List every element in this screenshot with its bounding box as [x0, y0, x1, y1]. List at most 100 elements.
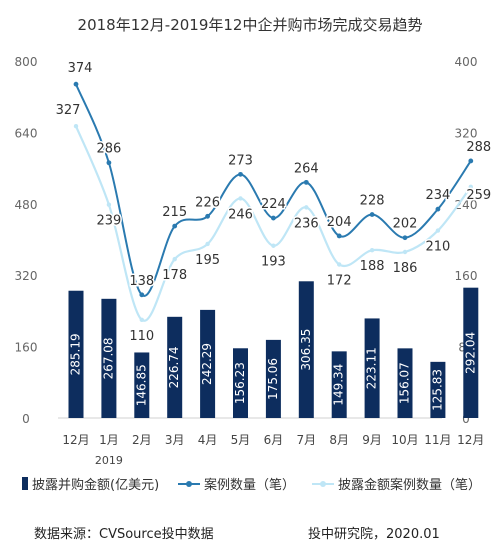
bar-value-label: 285.19 — [69, 333, 83, 375]
point-disclosed-cases — [238, 196, 243, 201]
label-disclosed-cases: 186 — [393, 261, 418, 276]
bar-value-label: 223.11 — [365, 347, 379, 389]
x-axis-tick: 1月 — [99, 433, 119, 447]
x-axis-year-label: 2019 — [95, 454, 123, 467]
bar — [101, 298, 117, 418]
bar — [200, 309, 216, 418]
x-axis-tick: 4月 — [198, 433, 218, 447]
point-disclosed-cases — [337, 262, 342, 267]
left-axis-tick: 480 — [15, 198, 38, 212]
point-disclosed-cases — [73, 123, 79, 129]
bar — [397, 348, 413, 418]
point-disclosed-cases — [468, 184, 473, 190]
legend-label-cases: 案例数量（笔） — [204, 478, 296, 493]
point-cases — [205, 213, 211, 219]
point-cases — [271, 215, 276, 221]
bar-value-label: 156.07 — [398, 362, 412, 404]
legend-swatch-bar — [22, 477, 28, 490]
left-axis-tick: 320 — [15, 269, 38, 283]
bar — [167, 316, 183, 418]
line-series — [73, 81, 474, 323]
bar-value-label: 146.85 — [134, 364, 148, 406]
label-cases: 138 — [129, 274, 154, 289]
label-cases: 273 — [228, 153, 253, 168]
line-disclosed-cases — [74, 125, 472, 322]
legend-item-cases: 案例数量（笔） — [178, 474, 295, 493]
x-axis-tick: 7月 — [296, 433, 316, 447]
bar — [68, 290, 84, 418]
bar — [463, 287, 479, 418]
x-axis-tick: 2月 — [132, 433, 152, 447]
point-disclosed-cases — [139, 317, 144, 323]
right-axis-tick: 160 — [455, 269, 478, 283]
point-disclosed-cases — [271, 243, 276, 248]
point-disclosed-cases — [402, 249, 408, 255]
x-axis-tick: 10月 — [391, 433, 418, 447]
label-disclosed-cases: 172 — [327, 273, 352, 288]
point-cases — [402, 235, 408, 241]
legend-label-disclosed-cases: 披露金额案例数量（笔） — [338, 478, 482, 493]
bar — [233, 348, 248, 418]
right-axis-tick: 0 — [462, 412, 470, 426]
point-disclosed-cases — [369, 248, 375, 253]
label-disclosed-cases: 188 — [360, 259, 385, 274]
legend-item-disclosed-cases: 披露金额案例数量（笔） — [312, 474, 481, 493]
bar — [331, 351, 347, 418]
label-disclosed-cases: 259 — [466, 188, 491, 203]
label-cases: 264 — [294, 161, 319, 176]
point-cases — [238, 171, 243, 177]
bar-value-label: 175.06 — [266, 358, 280, 400]
bar-value-label: 242.29 — [200, 343, 214, 385]
legend-swatch-cases — [178, 480, 200, 487]
right-axis-tick: 400 — [455, 55, 478, 69]
bar-series — [68, 281, 479, 418]
label-cases: 228 — [360, 194, 385, 209]
label-disclosed-cases: 195 — [195, 253, 220, 268]
label-cases: 234 — [425, 188, 450, 203]
x-axis-tick: 12月 — [62, 433, 89, 447]
label-cases: 215 — [162, 205, 187, 220]
chart-legend: 披露并购金额(亿美元) 案例数量（笔） 披露金额案例数量（笔） — [22, 474, 492, 494]
label-cases: 202 — [393, 217, 418, 232]
label-disclosed-cases: 178 — [162, 268, 187, 283]
label-disclosed-cases: 210 — [425, 240, 450, 255]
x-axis-tick: 12月 — [457, 433, 484, 447]
right-axis-tick: 320 — [455, 126, 478, 140]
x-axis-tick: 3月 — [165, 433, 185, 447]
label-disclosed-cases: 246 — [228, 207, 253, 222]
point-cases — [139, 292, 145, 298]
label-disclosed-cases: 193 — [261, 255, 286, 270]
data-labels: 285.19 267.08 146.85 226.74 242.29 156.23 175.… — [54, 60, 493, 411]
bar-value-label: 267.08 — [101, 337, 115, 379]
bar-value-label: 125.83 — [430, 369, 444, 411]
bar-value-label: 156.23 — [233, 362, 247, 404]
legend-label-amount: 披露并购金额(亿美元) — [32, 478, 160, 493]
x-axis-tick: 9月 — [362, 433, 382, 447]
point-cases — [369, 212, 375, 217]
label-cases: 226 — [195, 195, 220, 210]
bar — [298, 281, 314, 418]
point-disclosed-cases — [304, 205, 309, 210]
bar-value-label: 292.04 — [463, 332, 477, 374]
point-cases — [106, 160, 112, 166]
label-cases: 286 — [96, 142, 121, 157]
point-disclosed-cases — [205, 241, 210, 247]
point-cases — [303, 179, 309, 185]
label-cases: 374 — [68, 61, 93, 76]
label-disclosed-cases: 110 — [129, 329, 154, 344]
label-disclosed-cases: 236 — [294, 216, 319, 231]
label-cases: 288 — [466, 140, 491, 155]
x-axis-tick: 11月 — [424, 433, 451, 447]
chart-title: 2018年12月-2019年12中企并购市场完成交易趋势 — [77, 16, 423, 34]
bar-value-label: 226.74 — [167, 346, 181, 388]
left-axis-tick: 800 — [15, 55, 38, 69]
label-disclosed-cases: 327 — [56, 103, 81, 118]
bar — [265, 339, 281, 418]
label-cases: 224 — [261, 197, 286, 212]
line-cases — [75, 83, 472, 297]
chart-canvas: 016032048064080008016024032040012月1月2月3月… — [15, 55, 493, 467]
point-cases — [172, 223, 178, 229]
point-cases — [73, 81, 79, 87]
left-axis-tick: 160 — [15, 341, 38, 355]
bar — [430, 361, 446, 418]
